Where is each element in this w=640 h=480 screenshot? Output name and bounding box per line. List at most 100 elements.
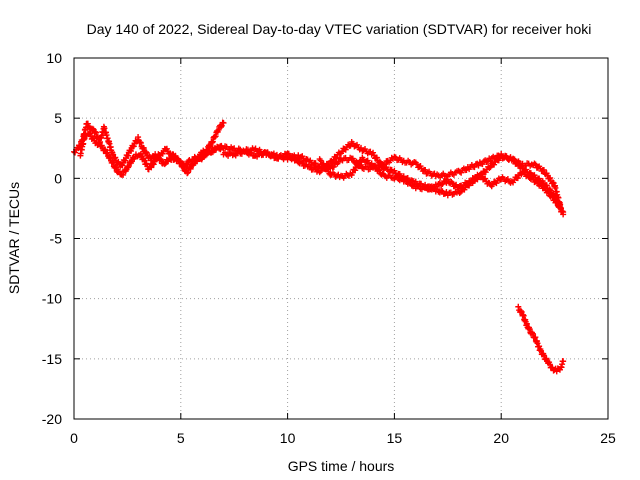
data-point	[352, 167, 359, 174]
data-point	[373, 154, 380, 161]
data-point	[127, 148, 134, 155]
data-point	[547, 174, 554, 181]
data-point	[135, 134, 142, 141]
y-tick-label: -10	[42, 291, 62, 307]
data-point	[422, 166, 429, 173]
data-point	[120, 171, 127, 178]
data-point	[417, 163, 424, 170]
data-point	[98, 142, 105, 149]
data-point	[142, 148, 149, 155]
data-point	[177, 157, 184, 164]
y-tick-label: -20	[42, 411, 62, 427]
data-point	[220, 119, 227, 126]
data-point	[559, 208, 566, 215]
data-point	[523, 320, 530, 327]
data-point	[515, 303, 522, 310]
data-point	[209, 139, 216, 146]
data-point	[495, 157, 502, 164]
data-point	[355, 162, 362, 169]
y-tick-label: 5	[54, 110, 62, 126]
data-point	[89, 125, 96, 132]
y-tick-label: -15	[42, 351, 62, 367]
data-point	[184, 170, 191, 177]
series-arc-F	[515, 303, 567, 375]
data-point	[407, 179, 414, 186]
y-tick-label: -5	[50, 231, 63, 247]
y-tick-label: 10	[46, 50, 62, 66]
data-point	[107, 154, 114, 161]
data-point	[211, 133, 218, 140]
data-point	[119, 162, 126, 169]
data-point	[202, 152, 209, 159]
data-point	[514, 175, 521, 182]
data-point	[354, 162, 361, 169]
data-point	[537, 181, 544, 188]
data-point	[125, 152, 132, 159]
data-point	[130, 143, 137, 150]
data-point	[455, 186, 462, 193]
y-tick-label: 0	[54, 170, 62, 186]
data-point	[110, 159, 117, 166]
data-point	[372, 162, 379, 169]
data-point	[529, 330, 536, 337]
data-point	[159, 150, 166, 157]
x-tick-label: 20	[493, 430, 509, 446]
data-point	[87, 130, 94, 137]
data-point	[140, 144, 147, 151]
data-point	[102, 146, 109, 153]
data-point	[209, 138, 216, 145]
series-arc-E	[316, 154, 567, 216]
data-point	[444, 176, 451, 183]
data-point	[104, 149, 111, 156]
data-point	[217, 124, 224, 131]
data-point	[212, 133, 219, 140]
data-point	[150, 161, 157, 168]
series-arc-A	[71, 119, 227, 170]
data-point	[164, 158, 171, 165]
data-point	[376, 167, 383, 174]
data-point	[326, 162, 333, 169]
data-point	[486, 164, 493, 171]
data-point	[514, 159, 521, 166]
x-tick-label: 25	[600, 430, 616, 446]
x-tick-label: 10	[280, 430, 296, 446]
data-point	[342, 146, 349, 153]
data-point	[285, 150, 292, 157]
y-tick-labels: 10 5 0 -5 -10 -15 -20	[42, 50, 62, 427]
data-point	[172, 152, 179, 159]
data-point	[294, 156, 301, 163]
x-tick-labels: 0 5 10 15 20 25	[70, 430, 616, 446]
data-point	[187, 165, 194, 172]
data-point	[376, 158, 383, 165]
x-tick-label: 0	[70, 430, 78, 446]
data-point	[163, 145, 170, 152]
data-point	[125, 164, 132, 171]
data-point	[113, 164, 120, 171]
data-point	[487, 164, 494, 171]
data-point	[526, 326, 533, 333]
data-points	[71, 119, 567, 375]
data-point	[533, 177, 540, 184]
data-point	[560, 209, 567, 216]
data-point	[531, 160, 538, 167]
data-point	[137, 139, 144, 146]
data-point	[557, 204, 564, 211]
data-point	[493, 180, 500, 187]
data-point	[137, 139, 144, 146]
data-point	[84, 120, 91, 127]
x-tick-label: 5	[177, 430, 185, 446]
grid	[74, 58, 608, 419]
data-point	[330, 163, 337, 170]
data-point	[72, 149, 79, 156]
chart-title: Day 140 of 2022, Sidereal Day-to-day VTE…	[87, 21, 592, 37]
data-point	[203, 151, 210, 158]
data-point	[456, 189, 463, 196]
data-point	[377, 159, 384, 166]
data-point	[177, 159, 184, 166]
x-tick-label: 15	[387, 430, 403, 446]
data-point	[185, 169, 192, 176]
data-point	[199, 155, 206, 162]
data-point	[525, 171, 532, 178]
x-axis-label: GPS time / hours	[288, 458, 395, 474]
